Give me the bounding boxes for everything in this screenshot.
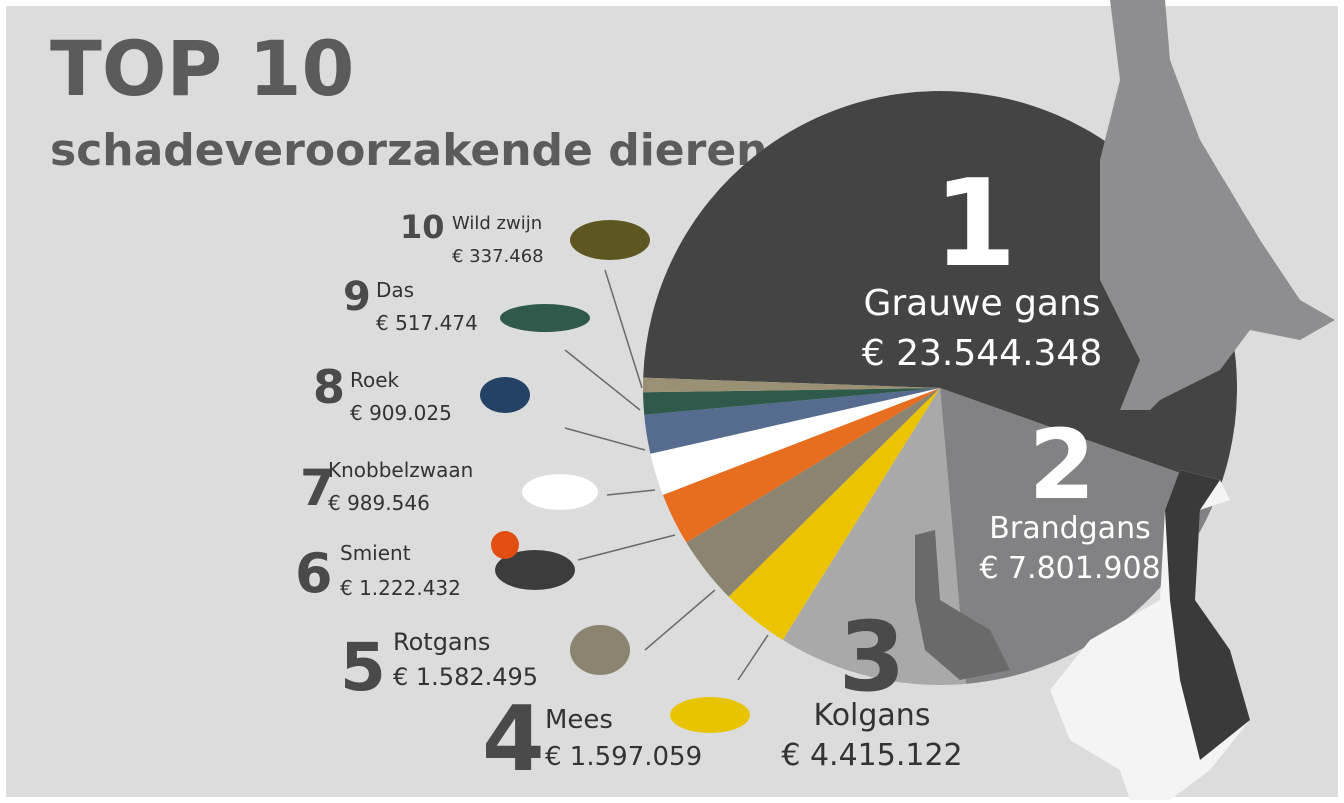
leader xyxy=(606,489,656,496)
barnacle-goose-neck xyxy=(1165,470,1250,760)
pie-slice xyxy=(643,388,940,415)
value-label: € 337.468 xyxy=(452,246,544,267)
category-label: Brandgans xyxy=(989,511,1150,546)
pie-slice xyxy=(644,388,940,454)
pie-slice xyxy=(650,388,940,495)
rank: 4 xyxy=(482,687,545,792)
category-label: Mees xyxy=(545,705,613,735)
rank: 5 xyxy=(340,629,386,706)
rank: 10 xyxy=(400,208,445,246)
animal-illustrations xyxy=(480,0,1335,800)
value-label: € 7.801.908 xyxy=(979,551,1160,586)
pie-slice xyxy=(728,388,940,640)
category-label: Smient xyxy=(340,541,411,565)
category-label: Kolgans xyxy=(814,698,931,733)
greylag-goose xyxy=(1100,0,1335,410)
tit xyxy=(670,697,750,733)
leader xyxy=(564,427,646,451)
white-fronted-goose xyxy=(915,530,1010,680)
rank: 8 xyxy=(313,360,345,414)
category-label: Rotgans xyxy=(393,628,490,656)
leader xyxy=(737,634,769,681)
category-label: Roek xyxy=(350,368,400,392)
value-label: € 1.582.495 xyxy=(393,663,538,691)
wigeon-head xyxy=(491,531,519,559)
value-label: € 1.222.432 xyxy=(340,576,461,600)
rook xyxy=(480,377,530,413)
pie-slice xyxy=(686,388,940,597)
brent-goose xyxy=(570,625,630,675)
badger xyxy=(500,304,590,332)
wigeon xyxy=(495,550,575,590)
leader xyxy=(577,534,676,561)
rank: 2 xyxy=(1029,409,1096,521)
subtitle: schadeveroorzakende dieren xyxy=(50,125,768,176)
value-label: € 909.025 xyxy=(350,401,452,425)
pie xyxy=(643,90,1237,685)
leader-lines xyxy=(564,269,769,681)
value-label: € 517.474 xyxy=(376,311,478,335)
leader xyxy=(604,269,643,389)
title: TOP 10 xyxy=(50,24,354,113)
rank: 9 xyxy=(343,274,371,320)
pie-slice xyxy=(662,388,940,543)
pie-slice xyxy=(643,377,940,393)
rank: 3 xyxy=(839,601,906,713)
pie-slice xyxy=(643,90,1237,488)
value-label: € 4.415.122 xyxy=(781,738,962,773)
category-label: Wild zwijn xyxy=(452,213,542,234)
value-label: € 23.544.348 xyxy=(862,333,1102,374)
pie-slice xyxy=(940,388,1220,684)
value-label: € 1.597.059 xyxy=(545,742,702,772)
category-label: Das xyxy=(376,278,414,302)
leader xyxy=(564,349,641,411)
swan xyxy=(522,474,598,510)
leader xyxy=(644,589,716,651)
boar xyxy=(570,220,650,260)
rank: 6 xyxy=(295,542,333,605)
rank: 1 xyxy=(933,155,1017,294)
rank: 7 xyxy=(300,459,335,517)
value-label: € 989.546 xyxy=(328,491,430,515)
category-label: Knobbelzwaan xyxy=(328,458,473,482)
category-label: Grauwe gans xyxy=(863,283,1100,324)
